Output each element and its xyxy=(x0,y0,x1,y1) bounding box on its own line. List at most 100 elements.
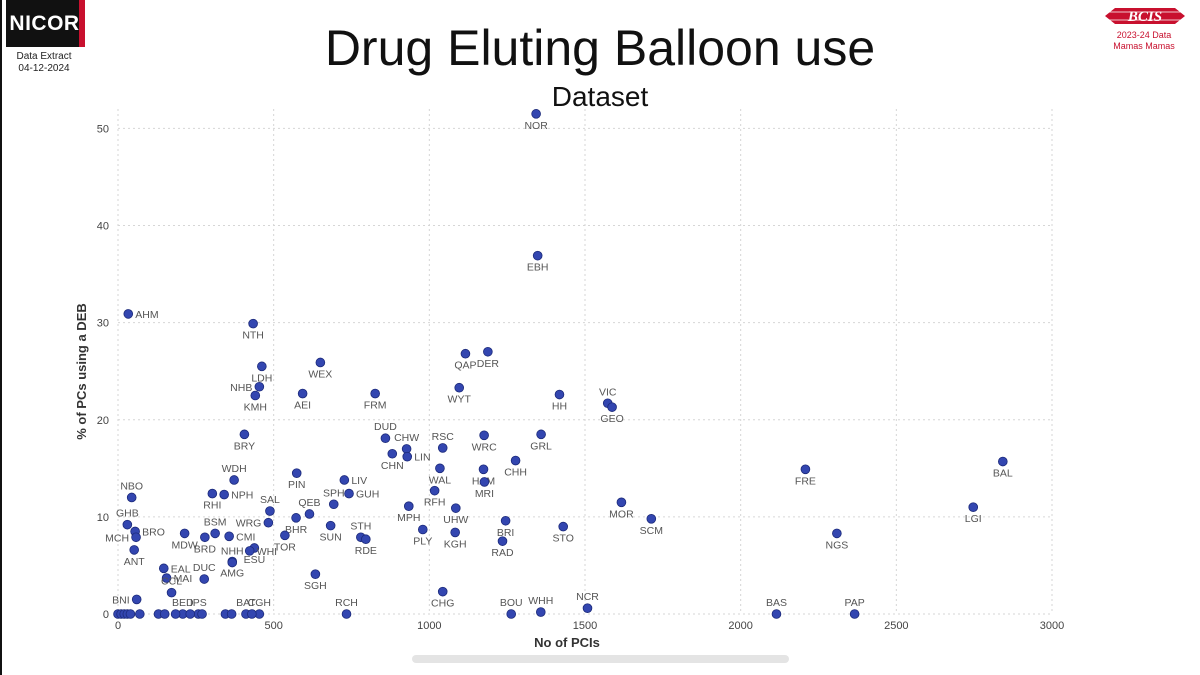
point-label: AMG xyxy=(220,568,244,580)
scatter-point xyxy=(500,515,511,526)
scatter-point xyxy=(607,402,617,412)
point-label: MAI xyxy=(174,573,193,585)
point-label: AHM xyxy=(135,309,158,321)
point-label: MCH xyxy=(105,532,129,544)
point-label: UHW xyxy=(443,514,468,526)
point-label: STH xyxy=(350,520,371,532)
scatter-point xyxy=(315,357,326,368)
scatter-point xyxy=(998,456,1008,467)
point-label: NTH xyxy=(242,330,264,342)
point-label: WRG xyxy=(236,518,262,530)
left-border-line xyxy=(0,0,2,675)
data-extract-label: Data Extract xyxy=(16,51,72,62)
scatter-point xyxy=(403,501,414,512)
scatter-point xyxy=(207,488,218,499)
point-label: TOR xyxy=(274,541,296,553)
point-label: BSM xyxy=(204,516,227,528)
point-label: MRI xyxy=(475,488,494,500)
point-label: DUD xyxy=(374,421,397,433)
bcis-info: 2023-24 Data Mamas Mamas xyxy=(1098,30,1190,52)
point-label: SPH xyxy=(323,487,345,499)
point-label: ANT xyxy=(124,556,146,568)
scatter-point xyxy=(224,531,234,542)
point-label: BRD xyxy=(194,543,217,555)
scatter-point xyxy=(291,468,302,478)
scatter-point xyxy=(478,464,489,475)
bcis-data-year: 2023-24 Data xyxy=(1116,30,1172,40)
scatter-point xyxy=(968,502,979,512)
point-label: GUH xyxy=(356,489,379,501)
scatter-point xyxy=(460,348,471,359)
y-tick-label: 0 xyxy=(103,609,109,621)
x-tick-label: 2000 xyxy=(728,620,752,632)
scatter-point xyxy=(126,492,137,503)
point-label: RSC xyxy=(432,431,455,443)
scatter-point xyxy=(554,389,565,400)
point-label: VIC xyxy=(599,386,617,398)
point-label: NBO xyxy=(120,480,143,492)
scatter-point xyxy=(450,527,460,538)
scatter-point xyxy=(239,429,250,440)
point-label: RDE xyxy=(355,545,377,557)
point-label: KMH xyxy=(244,401,267,413)
scatter-point xyxy=(226,609,237,619)
point-label: WDH xyxy=(222,463,247,475)
x-axis-label: No of PCIs xyxy=(534,635,600,650)
nicor-logo: NICOR xyxy=(6,0,83,47)
y-tick-label: 30 xyxy=(97,318,109,330)
scatter-point xyxy=(435,463,445,474)
point-label: BAT xyxy=(236,597,256,609)
scatter-point xyxy=(131,532,141,543)
point-label: GEO xyxy=(600,413,623,425)
point-label: BRO xyxy=(142,526,165,538)
point-label: BAL xyxy=(993,468,1013,480)
scatter-point xyxy=(479,477,490,487)
point-label: QAP xyxy=(454,360,476,372)
x-tick-label: 1000 xyxy=(417,620,441,632)
point-label: BED xyxy=(172,597,194,609)
bcis-logo-text: BCIS xyxy=(1127,9,1162,25)
scatter-point xyxy=(291,513,301,523)
scatter-point xyxy=(250,390,261,401)
point-label: BRI xyxy=(497,527,515,539)
horizontal-scrollbar[interactable] xyxy=(412,655,789,663)
scatter-point xyxy=(280,530,290,541)
scatter-point xyxy=(558,521,569,532)
y-tick-label: 10 xyxy=(97,512,109,524)
scatter-point xyxy=(179,528,190,539)
scatter-point xyxy=(134,609,145,619)
point-label: PLY xyxy=(413,536,432,548)
scatter-point xyxy=(429,485,440,496)
scatter-point xyxy=(341,609,352,619)
scatter-point xyxy=(510,455,521,466)
point-label: WRC xyxy=(472,441,497,453)
point-label: NOR xyxy=(524,120,548,132)
scatter-point xyxy=(263,517,274,528)
scatter-point xyxy=(402,451,413,462)
nicor-logo-accent xyxy=(79,0,85,47)
x-tick-label: 3000 xyxy=(1040,620,1064,632)
bcis-logo: BCIS xyxy=(1105,8,1185,25)
scatter-point xyxy=(197,609,207,619)
point-label: BRY xyxy=(234,440,255,452)
scatter-point xyxy=(417,524,428,535)
scatter-point xyxy=(536,429,546,440)
x-tick-label: 500 xyxy=(264,620,282,632)
point-label: BAS xyxy=(766,597,787,609)
point-label: WHH xyxy=(528,595,553,607)
scatter-point xyxy=(437,443,448,453)
point-label: AEI xyxy=(294,400,311,412)
scatter-point xyxy=(325,520,336,531)
scatter-point xyxy=(531,109,541,119)
point-label: CHW xyxy=(394,432,419,444)
point-label: BHR xyxy=(285,524,308,536)
point-label: PIN xyxy=(288,479,306,491)
point-label: SCM xyxy=(640,525,663,537)
scatter-point xyxy=(297,388,308,399)
scatter-point xyxy=(532,250,543,261)
scatter-point xyxy=(166,587,177,598)
point-label: BOU xyxy=(500,597,523,609)
point-label: RAD xyxy=(491,547,514,559)
y-axis-label: % of PCs using a DEB xyxy=(74,303,89,440)
